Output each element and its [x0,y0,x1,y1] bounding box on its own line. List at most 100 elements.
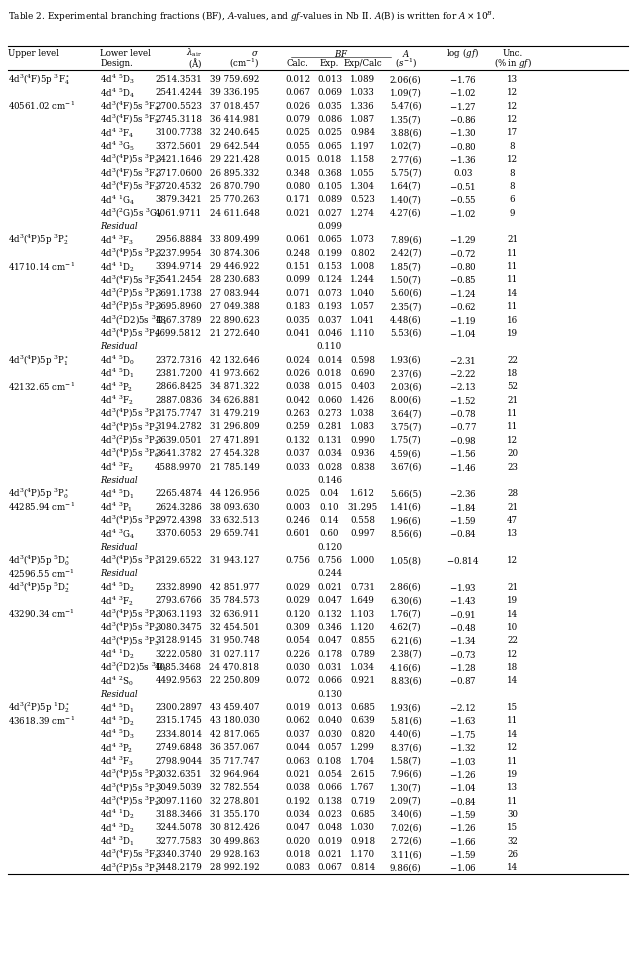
Text: 21: 21 [507,235,518,244]
Text: 0.120: 0.120 [285,609,310,618]
Text: 0.067: 0.067 [285,88,310,97]
Text: $-$1.46: $-$1.46 [449,461,477,472]
Text: 4d$^3$($^4$P)5s $^3$P$_1$: 4d$^3$($^4$P)5s $^3$P$_1$ [100,407,160,420]
Text: 0.030: 0.030 [317,730,342,738]
Text: 1.083: 1.083 [350,422,375,431]
Text: 0.598: 0.598 [350,355,375,364]
Text: 28 230.683: 28 230.683 [210,275,259,285]
Text: 34 626.881: 34 626.881 [210,395,259,404]
Text: 7.89(6): 7.89(6) [390,235,422,244]
Text: 31 950.748: 31 950.748 [210,636,259,645]
Text: 12: 12 [507,435,518,444]
Text: 1.64(7): 1.64(7) [390,182,422,191]
Text: $-$1.43: $-$1.43 [449,595,477,605]
Text: Lower level: Lower level [100,49,151,58]
Text: 1.05(8): 1.05(8) [390,556,422,564]
Text: Unc.: Unc. [502,49,523,58]
Text: 13: 13 [507,782,518,791]
Text: 4d$^4$ $^5$D$_4$: 4d$^4$ $^5$D$_4$ [100,86,135,100]
Text: 0.080: 0.080 [285,182,310,191]
Text: 0.025: 0.025 [285,489,310,498]
Text: $-$0.80: $-$0.80 [449,141,477,152]
Text: 4d$^3$($^4$P)5p $^3$P$^\circ_2$: 4d$^3$($^4$P)5p $^3$P$^\circ_2$ [8,232,69,247]
Text: 4d$^3$($^4$P)5s $^3$P$_2$: 4d$^3$($^4$P)5s $^3$P$_2$ [100,420,160,433]
Text: 11: 11 [507,262,518,271]
Text: $(s^{-1})$: $(s^{-1})$ [395,57,417,69]
Text: 33 809.499: 33 809.499 [210,235,259,244]
Text: 4d$^3$($^4$F)5s $^3$F$_4$: 4d$^3$($^4$F)5s $^3$F$_4$ [100,166,161,180]
Text: $-$2.36: $-$2.36 [449,488,477,499]
Text: 0.048: 0.048 [317,822,342,831]
Text: 0.263: 0.263 [286,409,310,418]
Text: 1.76(7): 1.76(7) [390,609,422,618]
Text: 0.018: 0.018 [285,849,310,859]
Text: 1.197: 1.197 [350,142,375,151]
Text: 4d$^4$ $^3$D$_1$: 4d$^4$ $^3$D$_1$ [100,833,135,847]
Text: 27 471.891: 27 471.891 [210,435,259,444]
Text: 4.40(6): 4.40(6) [390,730,422,738]
Text: 3175.7747: 3175.7747 [155,409,202,418]
Text: 0.013: 0.013 [317,75,342,84]
Text: 0.073: 0.073 [317,289,342,297]
Text: 8: 8 [510,168,515,177]
Text: 4d$^4$ $^3$F$_2$: 4d$^4$ $^3$F$_2$ [100,393,134,407]
Text: 2.03(6): 2.03(6) [390,382,422,391]
Text: 3188.3466: 3188.3466 [155,809,202,819]
Text: 4d$^3$(${^4}$F)5p $^3$F$^\circ_4$: 4d$^3$(${^4}$F)5p $^3$F$^\circ_4$ [8,72,69,87]
Text: 0.019: 0.019 [317,836,342,845]
Text: 6: 6 [510,196,515,204]
Text: 4d$^3$($^4$P)5s $^3$P$_2$: 4d$^3$($^4$P)5s $^3$P$_2$ [100,794,160,807]
Text: 11: 11 [507,275,518,285]
Text: $-$1.26: $-$1.26 [449,822,477,832]
Text: 0.037: 0.037 [317,315,342,325]
Text: 1.057: 1.057 [350,302,375,311]
Text: 3639.0501: 3639.0501 [155,435,202,444]
Text: 0.065: 0.065 [317,142,342,151]
Text: 12: 12 [507,156,518,164]
Text: $-$0.85: $-$0.85 [449,274,477,286]
Text: $-$0.91: $-$0.91 [450,608,476,619]
Text: $-$0.80: $-$0.80 [449,261,477,272]
Text: 34 871.322: 34 871.322 [210,382,259,391]
Text: 31 355.170: 31 355.170 [210,809,259,819]
Text: Design.: Design. [100,59,133,67]
Text: 27 049.388: 27 049.388 [210,302,259,311]
Text: 32 454.501: 32 454.501 [210,622,259,631]
Text: 35 717.747: 35 717.747 [210,756,259,765]
Text: 2.09(7): 2.09(7) [390,796,422,805]
Text: 5.66(5): 5.66(5) [390,489,422,498]
Text: 0.089: 0.089 [317,196,342,204]
Text: 0.025: 0.025 [317,128,342,137]
Text: 0.013: 0.013 [317,702,342,711]
Text: 0.105: 0.105 [317,182,342,191]
Text: 2624.3286: 2624.3286 [155,502,202,511]
Text: Exp/Calc: Exp/Calc [343,59,382,67]
Text: 30: 30 [507,809,518,819]
Text: 30 874.306: 30 874.306 [210,248,259,257]
Text: Residual: Residual [100,475,138,484]
Text: 4d$^4$ $^5$D$_3$: 4d$^4$ $^5$D$_3$ [100,72,135,86]
Text: 0.047: 0.047 [317,636,342,645]
Text: 0.346: 0.346 [317,622,342,631]
Text: 2514.3531: 2514.3531 [155,75,202,84]
Text: 30 499.863: 30 499.863 [210,836,259,845]
Text: 4d$^3$($^4$P)5s $^5$P$_2$: 4d$^3$($^4$P)5s $^5$P$_2$ [100,767,160,780]
Text: 0.183: 0.183 [285,302,310,311]
Text: 14: 14 [507,289,518,297]
Text: $(\%\;{\rm in}\;gf)$: $(\%\;{\rm in}\;gf)$ [494,56,532,70]
Text: 6.21(6): 6.21(6) [390,636,422,645]
Text: 3222.0580: 3222.0580 [155,649,202,658]
Text: 44 126.956: 44 126.956 [210,489,259,498]
Text: 2541.4244: 2541.4244 [155,88,202,97]
Text: 0.012: 0.012 [285,75,310,84]
Text: $-$2.22: $-$2.22 [450,368,476,378]
Text: 19: 19 [507,769,518,778]
Text: 0.072: 0.072 [285,676,310,685]
Text: 0.130: 0.130 [317,689,342,698]
Text: 2700.5523: 2700.5523 [155,102,202,111]
Text: 26 870.790: 26 870.790 [210,182,259,191]
Text: 52: 52 [507,382,518,391]
Text: 4d$^4$ $^5$D$_1$: 4d$^4$ $^5$D$_1$ [100,366,135,380]
Text: 0.246: 0.246 [285,515,310,524]
Text: 0.110: 0.110 [317,342,342,351]
